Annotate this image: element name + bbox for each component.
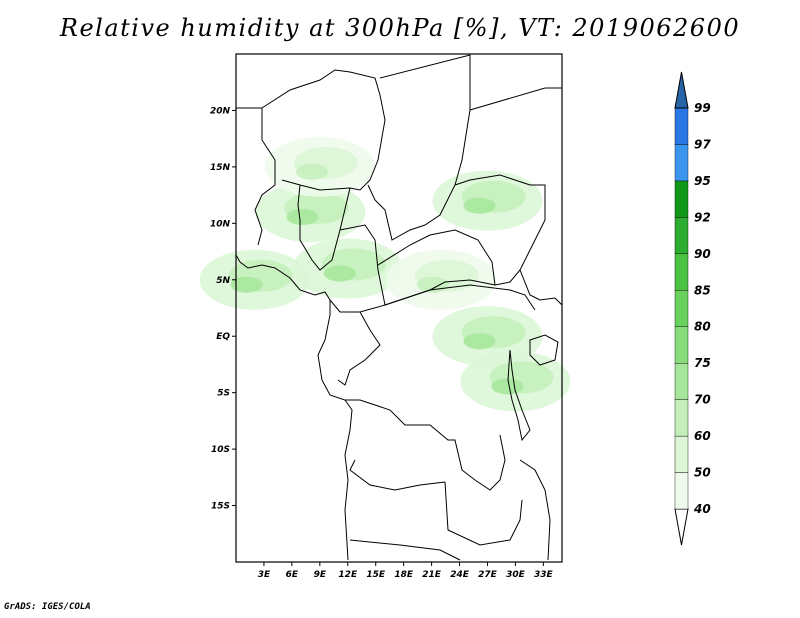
border-zambia xyxy=(444,481,523,546)
lon-tick-label: 21E xyxy=(422,570,442,580)
humid-region-congo-east xyxy=(432,306,543,367)
colorbar-label: 50 xyxy=(694,466,711,480)
border-drc-south xyxy=(345,399,506,491)
humid-region-great-lakes xyxy=(460,351,571,412)
colorbar-label: 95 xyxy=(694,174,711,188)
lat-tick-label: 15N xyxy=(210,163,231,173)
colorbar-segment xyxy=(674,362,689,400)
country-borders xyxy=(235,54,563,561)
humid-region-nigeria-cameroon xyxy=(292,238,403,299)
colorbar-label: 60 xyxy=(694,429,711,443)
humid-region-chad-north xyxy=(264,136,375,197)
border-niger xyxy=(367,54,471,241)
colorbar-segment xyxy=(674,217,689,255)
colorbar-segment xyxy=(674,107,689,145)
longitude-axis: 3E 6E 9E 12E 15E 18E 21E 24E 27E 30E 33E xyxy=(258,562,554,580)
lon-tick-label: 30E xyxy=(506,570,526,580)
lon-tick-label: 18E xyxy=(394,570,414,580)
colorbar-high-arrow xyxy=(674,71,689,109)
colorbar: 40 50 60 70 75 80 85 90 92 95 97 99 xyxy=(674,71,711,546)
border-drc-north xyxy=(384,284,536,311)
colorbar-label: 99 xyxy=(694,101,711,115)
coastline-west-africa xyxy=(235,254,353,561)
colorbar-segment xyxy=(674,472,689,510)
colorbar-segment xyxy=(674,290,689,327)
grads-credit: GrADS: IGES/COLA xyxy=(4,602,91,612)
humidity-fill-layer xyxy=(199,136,571,412)
humid-region-sahel-west xyxy=(255,182,366,243)
colorbar-label: 80 xyxy=(694,320,711,334)
lon-tick-label: 15E xyxy=(366,570,386,580)
border-sudan xyxy=(454,174,546,286)
lake-tanganyika xyxy=(507,349,531,442)
colorbar-segment xyxy=(674,144,689,182)
humid-region-sudan-east xyxy=(432,170,543,231)
lat-tick-label: 5S xyxy=(217,389,230,399)
border-namibia xyxy=(349,539,461,561)
lon-tick-label: 9E xyxy=(314,570,327,580)
lon-tick-label: 6E xyxy=(286,570,299,580)
colorbar-label: 70 xyxy=(694,393,711,407)
border-east-africa xyxy=(519,269,563,306)
lat-tick-label: 15S xyxy=(211,502,230,512)
lat-tick-label: EQ xyxy=(216,332,230,342)
colorbar-segment xyxy=(674,399,689,437)
colorbar-label: 85 xyxy=(694,283,711,297)
lake-victoria xyxy=(529,334,559,366)
colorbar-segment xyxy=(674,253,689,291)
map-frame xyxy=(235,53,563,563)
colorbar-segment xyxy=(674,180,689,218)
lon-tick-label: 33E xyxy=(534,570,554,580)
border-mali xyxy=(261,69,386,191)
border-angola xyxy=(349,459,446,491)
border-nigeria xyxy=(297,184,351,271)
lon-tick-label: 24E xyxy=(450,570,470,580)
border-chad xyxy=(469,87,562,111)
lon-tick-label: 12E xyxy=(338,570,358,580)
colorbar-label: 75 xyxy=(694,356,711,370)
colorbar-label: 40 xyxy=(693,502,711,516)
humid-region-gulf-guinea xyxy=(199,249,310,310)
border-congo xyxy=(337,311,381,386)
lat-tick-label: 5N xyxy=(216,276,230,286)
border-mozambique xyxy=(519,459,551,561)
colorbar-low-arrow xyxy=(674,508,689,546)
lon-tick-label: 3E xyxy=(258,570,271,580)
colorbar-label: 90 xyxy=(694,247,711,261)
lat-tick-label: 10S xyxy=(211,445,230,455)
colorbar-label: 92 xyxy=(694,210,711,224)
lat-tick-label: 20N xyxy=(210,106,231,116)
lat-tick-label: 10N xyxy=(210,219,231,229)
map-title: Relative humidity at 300hPa [%], VT: 201… xyxy=(59,14,741,42)
lon-tick-label: 27E xyxy=(478,570,498,580)
border-mauritania xyxy=(236,107,276,246)
latitude-axis: 20N 15N 10N 5N EQ 5S 10S 15S xyxy=(210,106,236,512)
colorbar-label: 97 xyxy=(694,137,711,151)
colorbar-segment xyxy=(674,435,689,473)
humid-region-car-band xyxy=(385,249,496,310)
colorbar-segment xyxy=(674,326,689,364)
border-cameroon xyxy=(329,224,386,313)
